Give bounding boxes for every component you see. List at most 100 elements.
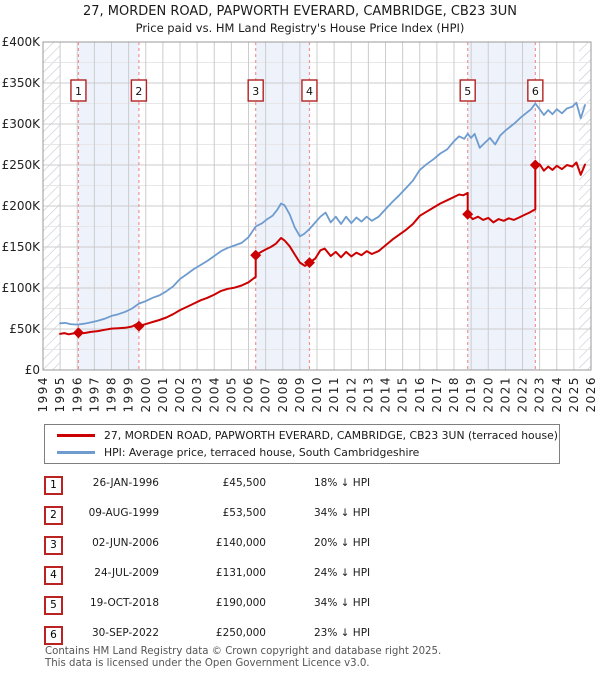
y-tick-label: £0 [25, 363, 40, 377]
sale-price: £190,000 [215, 597, 266, 609]
sale-diamond-marker [303, 257, 315, 269]
x-tick-label: 2013 [361, 376, 375, 413]
hpi-comparison: 20% ↓ HPI [314, 537, 371, 549]
sale-number: 4 [306, 85, 313, 98]
row-number-badge: 3 [44, 536, 63, 555]
x-tick-label: 2019 [464, 376, 478, 413]
table-row: 4 24-JUL-2009 £131,000 24% ↓ HPI [44, 562, 444, 592]
x-tick-label: 2017 [430, 376, 444, 413]
sale-price: £45,500 [222, 477, 266, 489]
footer-line-1: Contains HM Land Registry data © Crown c… [45, 646, 442, 657]
row-number-badge: 1 [44, 476, 63, 495]
x-tick-label: 2001 [156, 376, 170, 413]
hpi-comparison: 34% ↓ HPI [314, 597, 371, 609]
sale-date: 09-AUG-1999 [88, 507, 159, 519]
legend-line-swatch [57, 434, 95, 437]
x-tick-label: 2005 [224, 376, 238, 413]
sale-number-box [301, 79, 318, 102]
table-row: 5 19-OCT-2018 £190,000 34% ↓ HPI [44, 592, 444, 622]
x-tick-label: 2016 [413, 376, 427, 413]
x-tick-label: 2025 [567, 376, 581, 413]
x-tick-label: 2023 [533, 376, 547, 413]
sale-date: 02-JUN-2006 [92, 537, 159, 549]
x-tick-label: 2006 [242, 376, 256, 413]
sale-diamond-marker [529, 159, 541, 171]
sale-date: 26-JAN-1996 [92, 477, 159, 489]
legend-item: HPI: Average price, terraced house, Sout… [45, 446, 559, 460]
sale-number-box [527, 79, 544, 102]
x-tick-label: 2002 [173, 376, 187, 413]
sale-price: £53,500 [222, 507, 266, 519]
gridlines [42, 41, 592, 370]
sale-number: 6 [532, 85, 539, 98]
x-tick-label: 1995 [53, 376, 67, 413]
x-tick-label: 1997 [87, 376, 101, 413]
x-tick-label: 2008 [276, 376, 290, 413]
sale-diamond-marker [72, 327, 84, 339]
x-tick-label: 2011 [327, 376, 341, 413]
x-tick-label: 1994 [36, 376, 50, 413]
legend-line-swatch [57, 451, 95, 454]
hpi-comparison: 18% ↓ HPI [314, 477, 371, 489]
y-tick-label: £150K [2, 240, 42, 254]
hpi-line [59, 101, 586, 326]
row-number-badge: 6 [44, 626, 63, 645]
sale-date: 24-JUL-2009 [94, 567, 159, 579]
x-tick-label: 1999 [122, 376, 136, 413]
sale-diamond-marker [462, 208, 474, 220]
sale-price: £140,000 [215, 537, 266, 549]
x-tick-label: 2004 [207, 376, 221, 413]
x-tick-label: 1998 [105, 376, 119, 413]
sale-date: 30-SEP-2022 [91, 627, 159, 639]
footer-line-2: This data is licensed under the Open Gov… [45, 657, 370, 669]
table-row: 1 26-JAN-1996 £45,500 18% ↓ HPI [44, 472, 444, 502]
y-tick-label: £350K [2, 76, 42, 90]
y-tick-label: £300K [2, 117, 42, 131]
x-tick-label: 2007 [259, 376, 273, 413]
hpi-comparison: 24% ↓ HPI [314, 567, 371, 579]
x-tick-label: 2020 [481, 376, 495, 413]
sale-diamond-marker [250, 249, 262, 261]
x-tick-label: 2000 [139, 376, 153, 413]
price-vs-hpi-chart: 1 2 3 4 5 6 £0 £50K £100K £150K £200K £250K £300K £35… [2, 36, 598, 413]
footer: Contains HM Land Registry data © Crown c… [45, 646, 585, 669]
chart-title: 27, MORDEN ROAD, PAPWORTH EVERARD, CAMBR… [82, 4, 518, 19]
table-row: 2 09-AUG-1999 £53,500 34% ↓ HPI [44, 502, 444, 532]
legend-label: HPI: Average price, terraced house, Sout… [104, 446, 420, 459]
x-axis-labels: 1994 1995 1996 1997 1998 1999 2000 2001 2002 2003… [36, 376, 598, 413]
row-number-badge: 5 [44, 596, 63, 615]
x-tick-label: 1996 [70, 376, 84, 413]
table-row: 3 02-JUN-2006 £140,000 20% ↓ HPI [44, 532, 444, 562]
x-tick-label: 2003 [190, 376, 204, 413]
row-number-badge: 4 [44, 566, 63, 585]
hpi-comparison: 23% ↓ HPI [314, 627, 371, 639]
chart-subtitle: Price paid vs. HM Land Registry's House … [135, 21, 465, 35]
y-tick-label: £100K [2, 281, 42, 295]
y-tick-label: £400K [2, 36, 42, 49]
legend-item: 27, MORDEN ROAD, PAPWORTH EVERARD, CAMBR… [45, 429, 559, 443]
sale-diamond-marker [133, 320, 145, 332]
sale-price: £131,000 [215, 567, 266, 579]
sale-markers [72, 159, 541, 339]
sale-number-badges: 1 2 3 4 5 6 [70, 79, 544, 102]
sale-number: 2 [135, 85, 142, 98]
table-row: 6 30-SEP-2022 £250,000 23% ↓ HPI [44, 622, 444, 652]
sales-table: 1 26-JAN-1996 £45,500 18% ↓ HPI 2 09-AUG-1999… [44, 472, 444, 652]
sale-number-box [459, 79, 476, 102]
y-axis-labels: £0 £50K £100K £150K £200K £250K £300K £350K £400… [2, 36, 42, 377]
x-tick-label: 2015 [396, 376, 410, 413]
x-tick-label: 2010 [310, 376, 324, 413]
hpi-comparison: 34% ↓ HPI [314, 507, 371, 519]
y-tick-label: £200K [2, 199, 42, 213]
plot-border [42, 41, 592, 371]
x-tick-label: 2014 [379, 376, 393, 413]
x-tick-label: 2024 [550, 376, 564, 413]
sale-number-box [247, 79, 264, 102]
sale-number-box [130, 79, 148, 102]
x-tick-label: 2026 [584, 376, 598, 413]
sale-date: 19-OCT-2018 [90, 597, 159, 609]
sale-number: 1 [75, 85, 82, 98]
x-tick-label: 2018 [447, 376, 461, 413]
x-tick-label: 2009 [293, 376, 307, 413]
sale-price: £250,000 [215, 627, 266, 639]
